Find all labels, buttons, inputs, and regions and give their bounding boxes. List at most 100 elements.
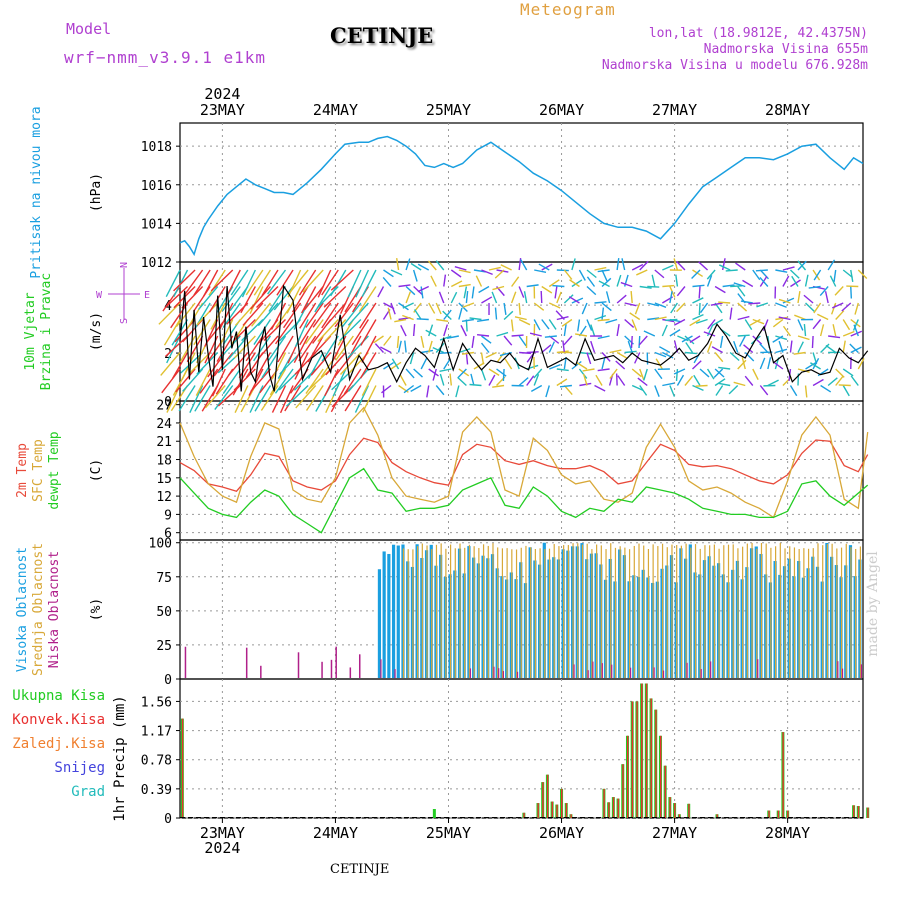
wind-arrow: [428, 302, 436, 314]
mid-cloud-bar: [572, 543, 574, 678]
wind-arrow: [737, 302, 748, 312]
wind-arrow: [402, 302, 414, 309]
wind-arrow: [523, 291, 528, 304]
wind-arrow: [257, 335, 279, 360]
wind-arrow: [669, 385, 676, 397]
mid-cloud-bar: [765, 543, 767, 678]
mid-cloud-bar: [666, 547, 668, 678]
wind-arrow: [563, 335, 573, 346]
precip-convective-bar: [650, 698, 652, 818]
wind-arrow: [703, 331, 716, 337]
wind-arrow: [548, 341, 556, 353]
wind-arrow: [541, 285, 553, 294]
precip-convective-bar: [716, 814, 718, 818]
mid-cloud-bar: [426, 545, 428, 678]
wind-arrow: [581, 302, 588, 315]
mid-cloud-bar: [525, 545, 527, 678]
wind-arrow: [555, 310, 565, 320]
wind-arrow: [797, 260, 807, 271]
wind-arrow: [458, 283, 471, 288]
wind-arrow: [317, 269, 332, 298]
wind-arrow: [556, 368, 569, 372]
wind-arrow: [417, 263, 430, 271]
wind-arrow: [714, 352, 724, 363]
precip-convective-bar: [608, 802, 610, 818]
low-cloud-bar: [837, 661, 839, 678]
precip-convective-bar: [603, 788, 605, 818]
low-cloud-bar: [184, 646, 187, 678]
wind-arrow: [782, 275, 790, 287]
wind-arrow: [692, 284, 705, 288]
wind-arrow: [594, 314, 607, 321]
mid-cloud-bar: [676, 545, 678, 678]
precip-convective-bar: [853, 805, 855, 818]
wind-arrow: [540, 290, 543, 304]
wind-arrow: [719, 335, 724, 348]
wind-arrow: [279, 385, 294, 414]
wind-arrow: [676, 286, 686, 297]
wind-arrow: [643, 368, 648, 381]
wind-arrow: [631, 319, 638, 331]
unit-label-temp: (C): [89, 459, 104, 482]
wind-arrow: [655, 358, 663, 370]
wind-arrow: [721, 258, 726, 271]
wind-arrow: [616, 294, 627, 304]
wind-arrow: [397, 340, 402, 353]
wind-arrow: [782, 376, 792, 386]
wind-arrow: [804, 385, 808, 398]
low-cloud-bar: [321, 661, 323, 678]
wind-arrow: [286, 286, 302, 314]
precip-convective-bar: [674, 803, 676, 818]
wind-arrow: [735, 262, 746, 271]
wind-arrow: [518, 377, 529, 387]
wind-arrow: [267, 335, 287, 362]
mid-cloud-bar: [459, 543, 461, 678]
wind-arrow: [475, 275, 483, 287]
y-tick-label: 6: [164, 527, 172, 542]
wind-arrow: [778, 298, 791, 304]
wind-arrow: [594, 384, 606, 392]
model-name: wrf−nmm_v3.9.1 e1km: [64, 48, 267, 67]
precip-convective-bar: [546, 774, 549, 818]
wind-arrow: [638, 335, 648, 346]
bottom-day-label: 28MAY: [765, 824, 810, 842]
mid-cloud-bar: [723, 545, 725, 678]
low-cloud-bar: [841, 668, 844, 678]
wind-arrow: [576, 362, 588, 370]
precip-convective-bar: [612, 797, 615, 818]
wind-arrow: [601, 307, 605, 320]
wind-arrow: [503, 335, 513, 346]
wind-arrow: [853, 324, 859, 337]
wind-speed-line: [179, 284, 869, 392]
wind-arrow: [178, 385, 196, 412]
wind-arrow: [812, 269, 821, 281]
wind-arrow: [830, 302, 837, 315]
wind-arrow: [426, 385, 430, 398]
wind-arrow: [455, 385, 460, 398]
wind-arrow: [260, 385, 279, 411]
wind-arrow: [775, 348, 788, 354]
mid-cloud-bar: [798, 549, 800, 678]
wind-arrow: [669, 329, 681, 337]
wind-arrow: [803, 323, 807, 337]
wind-arrow: [556, 291, 562, 304]
low-cloud-bar: [611, 664, 613, 678]
wind-arrow: [718, 382, 731, 387]
wind-arrow: [195, 368, 211, 396]
mid-cloud-bar: [657, 546, 659, 678]
wind-arrow: [631, 263, 644, 271]
wind-arrow: [416, 318, 429, 321]
mid-cloud-bar: [407, 549, 409, 678]
precip-convective-bar: [556, 804, 558, 818]
meteogram-title: Meteogram: [520, 0, 616, 19]
mid-cloud-bar: [746, 543, 748, 678]
low-cloud-bar: [335, 646, 337, 678]
panel-ylabel-cloud: Srednja Oblacnost: [31, 543, 46, 676]
wind-arrow: [222, 368, 241, 395]
wind-arrow: [500, 264, 512, 271]
wind-arrow: [579, 351, 592, 355]
mid-cloud-bar: [581, 544, 584, 678]
low-cloud-bar: [601, 663, 603, 678]
wind-arrow: [480, 368, 487, 381]
wind-arrow: [504, 358, 513, 370]
